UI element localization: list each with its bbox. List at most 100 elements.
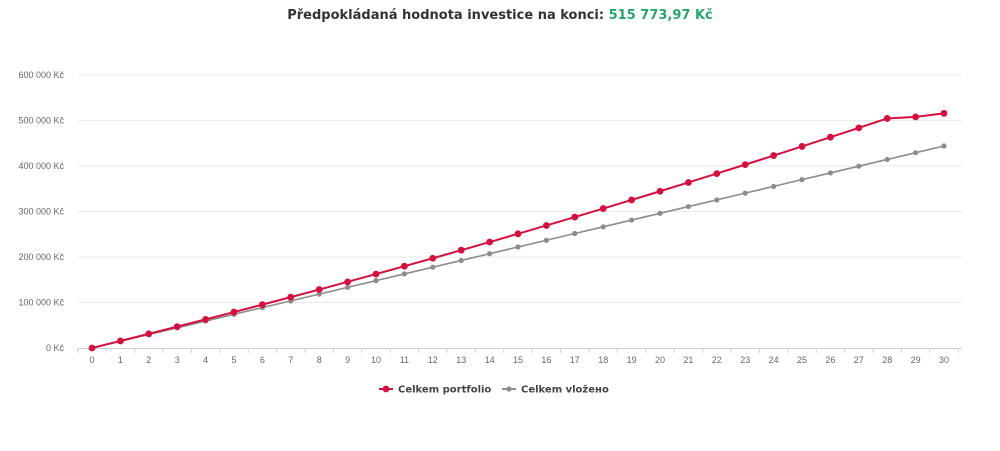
x-tick-label: 10 (371, 355, 381, 365)
data-point-portfolio[interactable] (628, 196, 635, 204)
x-tick-label: 27 (854, 355, 864, 365)
data-point-portfolio[interactable] (656, 187, 664, 195)
chart-title: Předpokládaná hodnota investice na konci… (0, 8, 1000, 23)
x-tick-label: 15 (513, 355, 523, 365)
data-point-portfolio[interactable] (202, 315, 210, 323)
x-tick-label: 3 (175, 355, 180, 365)
x-tick-label: 13 (456, 355, 466, 365)
data-point-vlozeno[interactable] (373, 278, 379, 284)
data-point-vlozeno[interactable] (316, 291, 322, 297)
data-point-portfolio[interactable] (912, 113, 919, 121)
data-point-vlozeno[interactable] (771, 183, 777, 189)
legend-label: Celkem portfolio (398, 385, 491, 396)
x-tick-label: 1 (118, 355, 123, 365)
data-point-portfolio[interactable] (599, 205, 607, 212)
data-point-vlozeno[interactable] (345, 284, 351, 290)
legend-label: Celkem vložено (521, 384, 609, 396)
x-tick-label: 9 (345, 355, 350, 365)
y-tick-label: 0 Kč (46, 343, 65, 353)
data-point-vlozeno[interactable] (572, 230, 578, 237)
data-point-portfolio[interactable] (685, 179, 692, 186)
data-point-vlozeno[interactable] (401, 271, 407, 277)
x-tick-label: 29 (911, 355, 921, 365)
legend-item-portfolio[interactable]: Celkem portfolio (379, 385, 491, 396)
data-point-vlozeno[interactable] (742, 190, 748, 196)
y-axis: 0 Kč 100 000 Kč 200 000 Kč 300 000 Kč 400 00… (18, 70, 64, 353)
x-tick-label: 5 (231, 355, 236, 365)
x-tick-label: 7 (288, 355, 293, 365)
data-point-portfolio[interactable] (486, 238, 493, 246)
data-point-portfolio[interactable] (372, 270, 380, 278)
data-point-portfolio[interactable] (940, 109, 948, 117)
data-point-portfolio[interactable] (173, 323, 181, 331)
legend: Celkem portfolio Celkem vložено (379, 384, 609, 396)
data-point-portfolio[interactable] (883, 115, 891, 122)
data-point-portfolio[interactable] (401, 262, 408, 270)
data-point-portfolio[interactable] (88, 344, 96, 352)
data-point-vlozeno[interactable] (856, 163, 862, 169)
data-point-vlozeno[interactable] (487, 251, 493, 257)
x-tick-label: 17 (570, 355, 580, 365)
x-tick-label: 18 (598, 355, 608, 365)
data-point-portfolio[interactable] (571, 213, 579, 221)
x-tick-label: 28 (882, 355, 892, 365)
data-point-portfolio[interactable] (145, 330, 153, 338)
data-point-portfolio[interactable] (855, 124, 863, 132)
data-point-vlozeno[interactable] (913, 150, 919, 156)
data-point-vlozeno[interactable] (543, 237, 550, 243)
x-tick-label: 30 (939, 355, 949, 365)
x-tick-label: 12 (428, 355, 438, 365)
data-point-vlozeno[interactable] (458, 257, 464, 264)
data-point-portfolio[interactable] (543, 222, 550, 229)
legend-item-vlozeno[interactable]: Celkem vložено (502, 384, 609, 396)
data-point-portfolio[interactable] (315, 286, 323, 293)
data-point-portfolio[interactable] (798, 143, 806, 150)
data-point-portfolio[interactable] (287, 293, 295, 301)
data-point-portfolio[interactable] (259, 301, 266, 309)
y-tick-label: 100 000 Kč (18, 298, 64, 308)
data-point-vlozeno[interactable] (629, 217, 635, 223)
series-group (88, 109, 948, 352)
data-point-vlozeno[interactable] (714, 197, 720, 203)
y-tick-label: 300 000 Kč (18, 207, 64, 217)
data-point-vlozeno[interactable] (430, 264, 436, 270)
data-point-portfolio[interactable] (117, 337, 124, 345)
data-point-portfolio[interactable] (429, 254, 437, 262)
y-tick-label: 400 000 Kč (18, 161, 64, 171)
data-point-vlozeno[interactable] (685, 203, 692, 210)
chart-title-prefix: Předpokládaná hodnota investice na konci… (287, 8, 605, 23)
data-point-portfolio[interactable] (230, 308, 238, 316)
x-tick-label: 2 (146, 355, 151, 365)
data-point-portfolio[interactable] (827, 133, 834, 141)
data-point-portfolio[interactable] (457, 246, 465, 254)
x-tick-label: 14 (485, 355, 495, 365)
x-axis: 0 1 2 3 4 5 6 7 8 9 10 11 12 13 14 15 16 17 18 19 20 21 22 23 24… (77, 348, 962, 365)
data-point-vlozeno[interactable] (799, 177, 805, 183)
x-tick-label: 0 (89, 355, 94, 365)
legend-marker-symbol (382, 385, 390, 393)
x-tick-label: 16 (541, 355, 551, 365)
data-point-vlozeno[interactable] (827, 170, 834, 176)
chart-title-value: 515 773,97 Kč (608, 8, 713, 23)
data-point-vlozeno[interactable] (941, 143, 947, 149)
data-point-vlozeno[interactable] (884, 156, 890, 163)
y-tick-label: 200 000 Kč (18, 252, 64, 262)
x-tick-label: 19 (627, 355, 637, 365)
x-tick-label: 26 (825, 355, 835, 365)
x-tick-label: 22 (712, 355, 722, 365)
data-point-portfolio[interactable] (713, 170, 721, 177)
x-tick-label: 6 (260, 355, 265, 365)
grid-lines (78, 74, 962, 303)
legend-marker-symbol (506, 386, 512, 392)
data-point-vlozeno[interactable] (515, 244, 521, 250)
x-tick-label: 11 (400, 355, 409, 365)
data-point-vlozeno[interactable] (600, 224, 606, 230)
data-point-vlozeno[interactable] (657, 210, 663, 216)
data-point-portfolio[interactable] (770, 152, 777, 159)
data-point-portfolio[interactable] (741, 161, 749, 169)
y-tick-label: 500 000 Kč (18, 116, 64, 126)
data-point-portfolio[interactable] (514, 230, 522, 238)
data-point-portfolio[interactable] (344, 278, 351, 286)
x-tick-label: 20 (655, 355, 665, 365)
x-tick-label: 4 (203, 355, 208, 365)
